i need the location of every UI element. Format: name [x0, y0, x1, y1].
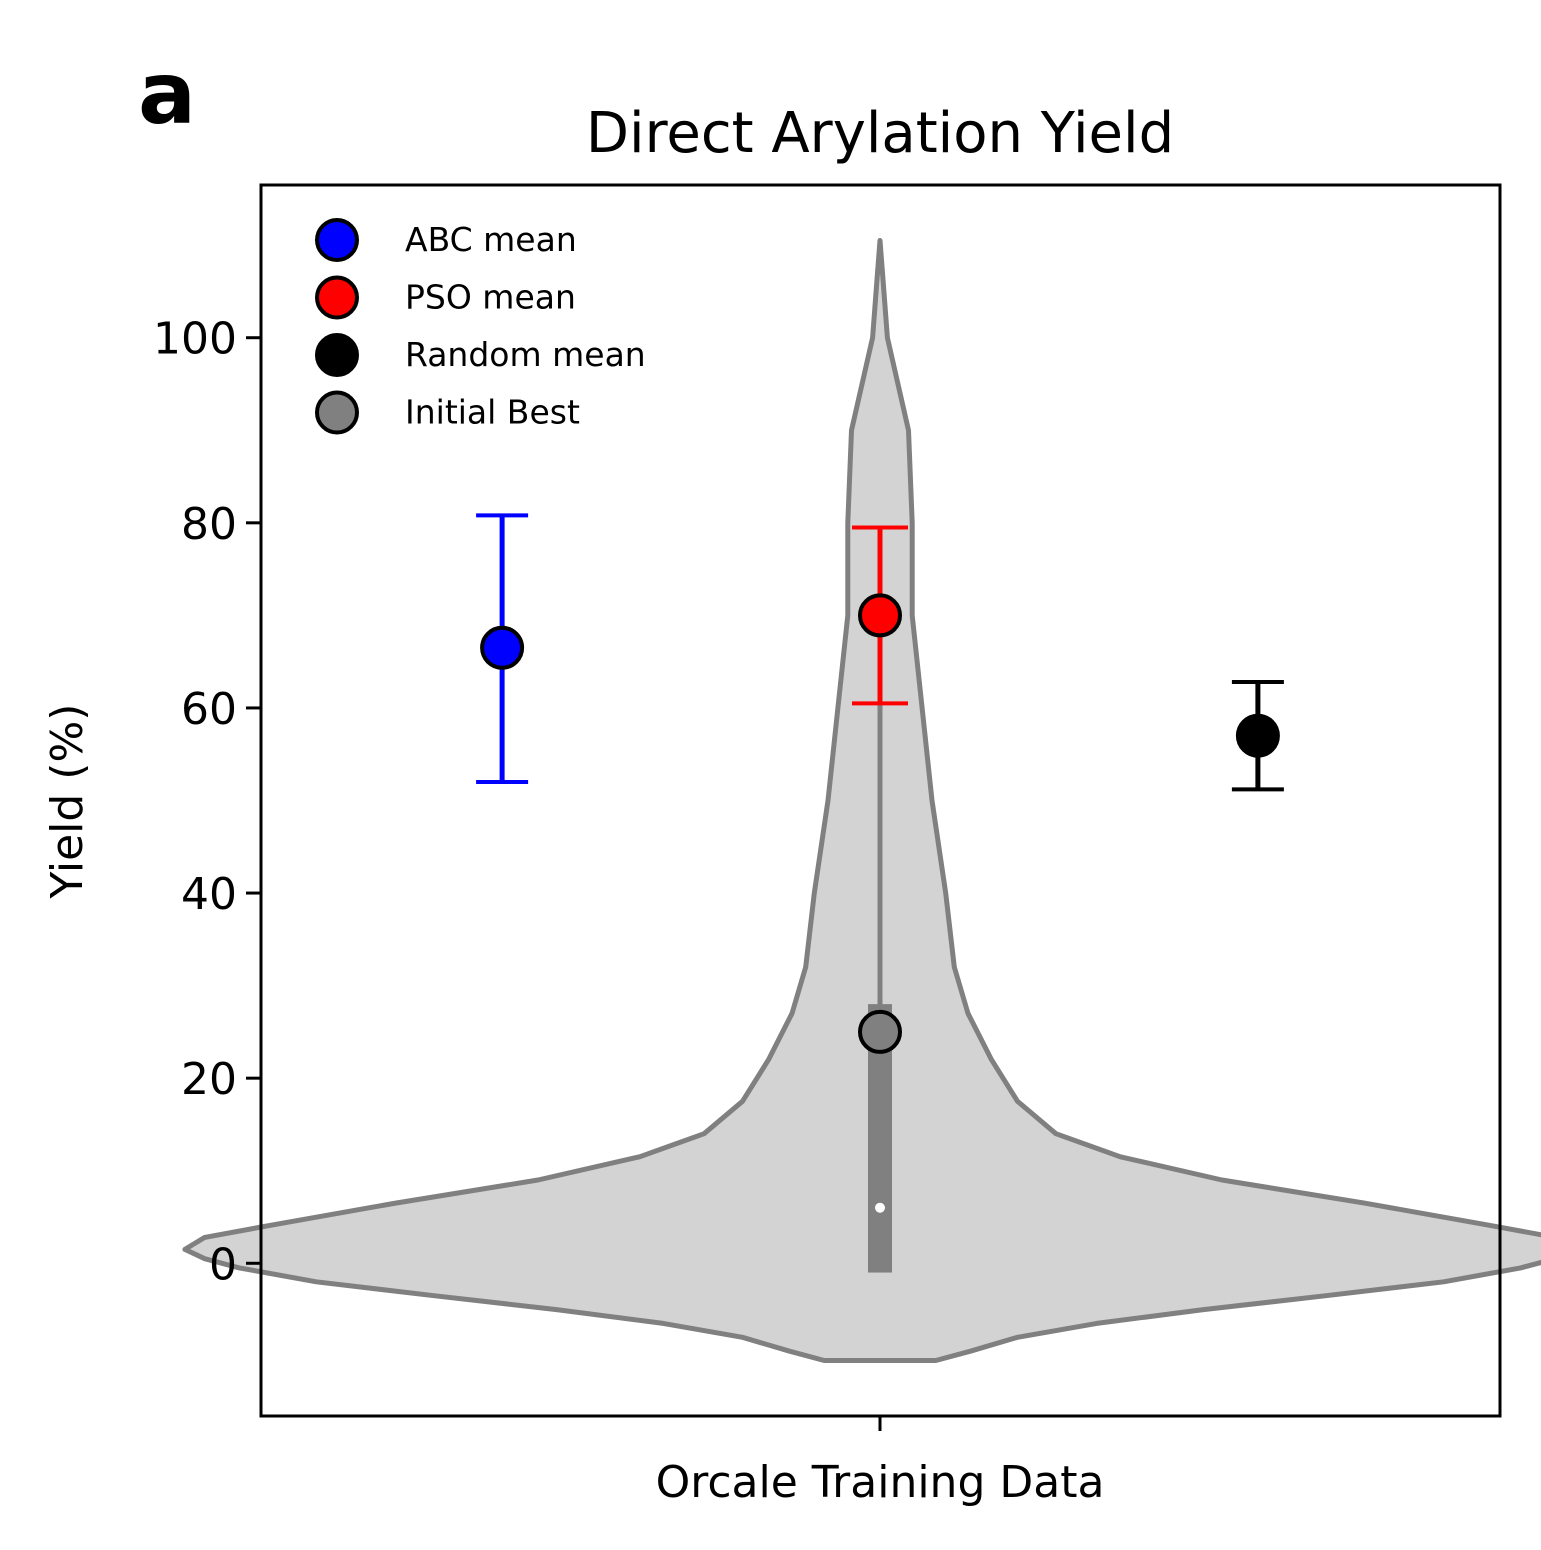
y-tick-label: 20	[181, 1054, 237, 1105]
y-tick-label: 0	[209, 1239, 237, 1290]
legend-label: ABC mean	[405, 220, 577, 259]
legend-marker	[315, 390, 359, 435]
panel-letter: a	[138, 44, 196, 144]
x-axis-label: Orcale Training Data	[656, 1457, 1105, 1508]
y-tick-label: 40	[181, 869, 237, 920]
pso-mean-marker	[858, 593, 902, 638]
legend-label: Random mean	[405, 335, 646, 374]
chart-title: Direct Arylation Yield	[586, 101, 1174, 166]
random-mean-marker	[1235, 713, 1280, 758]
violin-body	[182, 238, 1541, 1363]
y-tick-label: 80	[181, 499, 237, 550]
legend: ABC mean PSO mean Random mean Initial Best	[315, 218, 646, 435]
y-axis-label: Yield (%)	[42, 704, 93, 900]
legend-label: PSO mean	[405, 278, 576, 317]
legend-marker	[315, 333, 359, 377]
abc-mean-marker	[480, 625, 525, 670]
y-tick-label: 100	[153, 314, 237, 365]
initial-best-marker	[858, 1009, 902, 1054]
y-tick-label: 60	[181, 684, 237, 735]
violin-plot	[182, 238, 1541, 1363]
legend-marker	[315, 275, 359, 320]
mean-markers	[480, 593, 1280, 1054]
y-axis: 0 20 40 60 80 100	[153, 314, 261, 1290]
violin-median-dot	[875, 1202, 885, 1213]
legend-marker	[315, 218, 359, 262]
legend-label: Initial Best	[405, 393, 580, 432]
